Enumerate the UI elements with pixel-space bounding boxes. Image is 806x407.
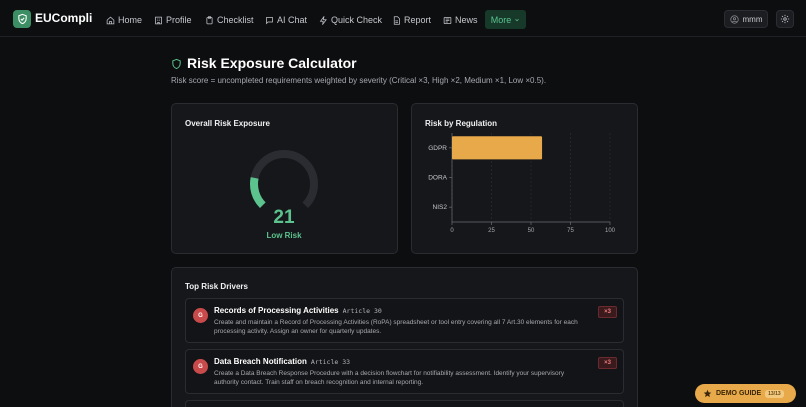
risk-level: Low Risk: [266, 231, 302, 240]
nav-report[interactable]: Report: [392, 13, 431, 27]
severity-weight-badge: ×3: [598, 357, 617, 369]
x-tick-label: 0: [450, 228, 454, 234]
x-tick-label: 75: [567, 228, 574, 234]
chart-title: Risk by Regulation: [425, 119, 498, 128]
building-icon: [155, 16, 162, 24]
nav-report-label: Report: [404, 15, 432, 25]
driver-title: Data Breach Notification: [214, 357, 307, 366]
regulation-bar-chart: 0 25 50 75 100 GDPR DORA NIS2: [428, 133, 616, 234]
nav-ai-chat-label: AI Chat: [277, 15, 308, 25]
demo-step-badge: 13/13: [765, 389, 784, 398]
nav-home-label: Home: [118, 15, 143, 25]
shield-icon: [172, 58, 181, 70]
star-icon: [703, 389, 712, 398]
y-tick-label: GDPR: [428, 145, 447, 152]
y-tick-label: DORA: [428, 175, 447, 182]
more-menu-button[interactable]: More: [485, 10, 526, 29]
risk-gauge: [250, 150, 318, 209]
risk-driver-row[interactable]: G Records of Processing Activities Articl…: [185, 298, 624, 343]
demo-guide-label: DEMO GUIDE: [716, 390, 762, 397]
driver-article: Article 30: [342, 307, 382, 315]
risk-by-regulation-card: Risk by Regulation: [411, 103, 638, 254]
y-tick-label: NIS2: [433, 204, 448, 211]
nav-home[interactable]: Home: [106, 13, 142, 27]
driver-title: Records of Processing Activities: [214, 306, 339, 315]
clipboard-icon: [206, 15, 213, 24]
shield-logo-icon[interactable]: [13, 10, 31, 28]
regulation-badge: G: [193, 359, 208, 374]
newspaper-icon: [443, 16, 452, 24]
nav-checklist-label: Checklist: [217, 15, 254, 25]
drivers-title: Top Risk Drivers: [185, 282, 248, 291]
driver-description: Create and maintain a Record of Processi…: [214, 319, 578, 335]
nav-news[interactable]: News: [443, 13, 478, 27]
user-name: mmm: [742, 14, 763, 24]
nav-checklist[interactable]: Checklist: [205, 13, 254, 27]
nav-quick-check-label: Quick Check: [331, 15, 383, 25]
user-icon: [729, 14, 739, 24]
risk-driver-row[interactable]: [185, 400, 624, 407]
x-tick-label: 100: [605, 228, 616, 234]
page-title: Risk Exposure Calculator: [187, 55, 357, 71]
nav-quick-check[interactable]: Quick Check: [319, 13, 382, 27]
nav-profile[interactable]: Profile: [154, 13, 192, 27]
x-tick-label: 50: [528, 228, 535, 234]
app-name[interactable]: EUCompli: [35, 11, 93, 25]
severity-weight-badge: ×3: [598, 306, 617, 318]
demo-guide-button[interactable]: DEMO GUIDE 13/13: [695, 384, 796, 403]
settings-button[interactable]: [776, 10, 794, 28]
more-label: More: [490, 14, 512, 25]
gauge-track: [250, 150, 318, 209]
top-nav: EUCompli Home Profile Checklist AI Chat …: [0, 0, 806, 37]
nav-profile-label: Profile: [166, 15, 192, 25]
nav-ai-chat[interactable]: AI Chat: [265, 13, 307, 27]
overall-risk-card: Overall Risk Exposure: [171, 103, 398, 254]
x-tick-label: 25: [488, 228, 495, 234]
bar-gdpr: [452, 136, 543, 160]
gear-icon: [780, 14, 790, 24]
user-menu-button[interactable]: mmm: [724, 10, 768, 28]
regulation-badge: G: [193, 308, 208, 323]
overall-risk-title: Overall Risk Exposure: [185, 119, 270, 128]
home-icon: [106, 16, 115, 24]
gauge-fill: [250, 177, 266, 209]
chevron-down-icon: [515, 18, 520, 21]
driver-description: Create a Data Breach Response Procedure …: [214, 370, 565, 386]
driver-article: Article 33: [310, 358, 351, 366]
bolt-icon: [319, 15, 327, 25]
document-icon: [393, 15, 400, 25]
chat-icon: [266, 16, 273, 24]
nav-news-label: News: [455, 15, 478, 25]
page-subtitle: Risk score = uncompleted requirements we…: [171, 76, 547, 85]
risk-score: 21: [273, 207, 295, 228]
risk-driver-row[interactable]: G Data Breach Notification Article 33 Cre…: [185, 349, 624, 394]
